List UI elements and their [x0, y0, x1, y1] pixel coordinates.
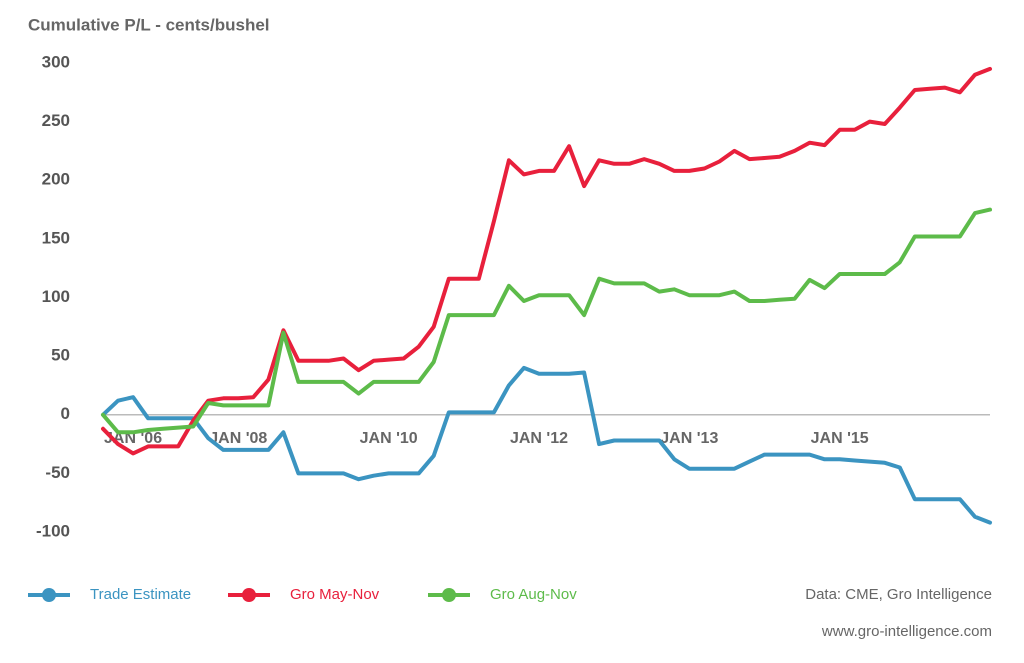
y-tick-label: 200 — [42, 170, 70, 189]
series-line — [101, 365, 992, 525]
y-tick-label: 150 — [42, 228, 70, 247]
legend-marker — [42, 588, 56, 602]
y-tick-label: 100 — [42, 287, 70, 306]
legend-label: Trade Estimate — [90, 586, 191, 603]
y-tick-label: -100 — [36, 521, 70, 540]
legend-label: Gro Aug-Nov — [490, 586, 577, 603]
chart-title: Cumulative P/L - cents/bushel — [28, 15, 270, 34]
x-tick-label: JAN '10 — [360, 430, 418, 447]
y-tick-label: 0 — [61, 404, 70, 423]
legend-marker — [242, 588, 256, 602]
x-tick-label: JAN '12 — [510, 430, 568, 447]
website: www.gro-intelligence.com — [821, 623, 992, 640]
series-line — [101, 66, 992, 456]
y-tick-label: 300 — [42, 52, 70, 71]
series-line — [101, 207, 992, 435]
x-tick-label: JAN '15 — [811, 430, 869, 447]
y-tick-label: -50 — [45, 463, 70, 482]
legend-marker — [442, 588, 456, 602]
source: Data: CME, Gro Intelligence — [805, 586, 992, 603]
legend-label: Gro May-Nov — [290, 586, 380, 603]
x-tick-label: JAN '13 — [660, 430, 718, 447]
y-tick-label: 250 — [42, 111, 70, 130]
y-tick-label: 50 — [51, 346, 70, 365]
x-tick-label: JAN '08 — [209, 430, 267, 447]
